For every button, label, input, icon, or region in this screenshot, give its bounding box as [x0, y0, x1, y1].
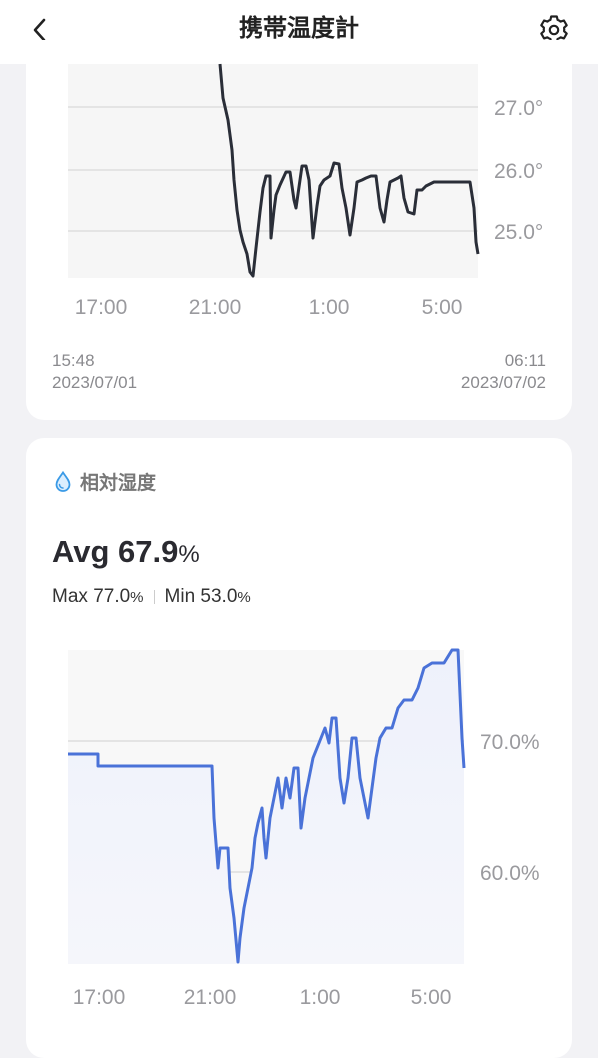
min-label: Min [164, 586, 196, 607]
humidity-area [68, 650, 464, 964]
min-max-divider [153, 590, 155, 604]
temperature-chart: 27.0° 26.0° 25.0° 17:00 21:00 1:00 5:00 [68, 63, 543, 319]
humidity-section-title: 相対湿度 [54, 468, 156, 495]
range-end-time: 06:11 [504, 351, 546, 370]
temp-y-tick-26: 26.0° [494, 160, 543, 183]
humidity-min-max: Max 77.0% Min 53.0% [52, 586, 251, 608]
back-button[interactable] [22, 12, 58, 48]
temp-plot-area [68, 64, 478, 278]
range-start-date: 2023/07/01 [52, 373, 138, 392]
range-start: 15:48 2023/07/01 [52, 350, 137, 394]
hum-y-tick-60: 60.0% [480, 862, 540, 885]
avg-label: Avg [52, 534, 110, 569]
temp-x-tick-0500: 5:00 [422, 296, 463, 319]
page-title: 携帯温度計 [239, 15, 359, 42]
max-unit: % [130, 588, 144, 606]
temp-y-tick-27: 27.0° [494, 97, 543, 120]
temp-x-tick-2100: 21:00 [189, 296, 242, 319]
water-drop-icon [55, 470, 71, 492]
hum-x-tick-1700: 17:00 [73, 986, 126, 1009]
avg-unit: % [178, 541, 200, 568]
temp-y-tick-25: 25.0° [494, 221, 543, 244]
temp-x-tick-0100: 1:00 [309, 296, 350, 319]
hum-y-tick-70: 70.0% [480, 731, 540, 754]
temperature-line [218, 63, 480, 278]
min-unit: % [237, 588, 251, 606]
temp-x-tick-1700: 17:00 [75, 296, 128, 319]
range-end-date: 2023/07/02 [460, 373, 546, 392]
temperature-card: 27.0° 26.0° 25.0° 17:00 21:00 1:00 5:00 … [26, 40, 572, 420]
hum-x-tick-0500: 5:00 [411, 986, 452, 1009]
avg-value: 67.9 [118, 534, 179, 569]
chevron-left-icon [33, 18, 46, 42]
humidity-line [68, 648, 466, 964]
humidity-average: Avg 67.9% [52, 534, 200, 570]
humidity-card: 相対湿度 Avg 67.9% Max 77.0% Min 53.0% 70.0%… [26, 438, 572, 1058]
max-label: Max [52, 586, 88, 607]
hum-x-tick-0100: 1:00 [300, 986, 341, 1009]
min-value: 53.0 [200, 586, 238, 607]
range-end: 06:11 2023/07/02 [461, 350, 546, 394]
humidity-chart: 70.0% 60.0% 17:00 21:00 1:00 5:00 [68, 648, 540, 1009]
range-start-time: 15:48 [52, 351, 95, 370]
max-value: 77.0 [93, 586, 131, 607]
humidity-title-label: 相対湿度 [80, 473, 157, 494]
hum-x-tick-2100: 21:00 [184, 986, 237, 1009]
